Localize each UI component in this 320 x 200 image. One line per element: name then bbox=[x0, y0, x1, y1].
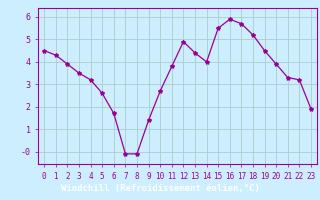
Text: Windchill (Refroidissement éolien,°C): Windchill (Refroidissement éolien,°C) bbox=[60, 184, 260, 193]
